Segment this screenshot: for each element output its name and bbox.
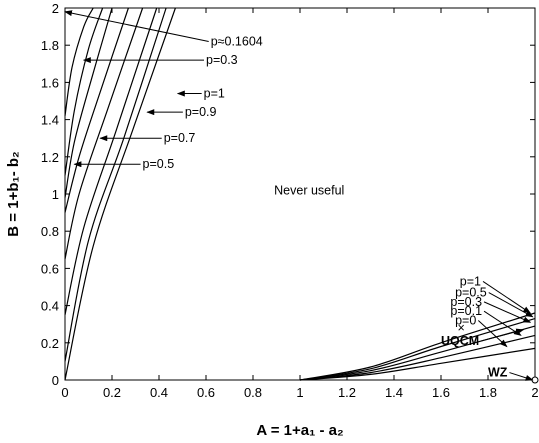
y-tick-label: 0.8 [41, 224, 59, 239]
curve-left [64, 7, 167, 362]
curve-left [64, 7, 94, 116]
curve-left [64, 7, 113, 198]
annotation-label: WZ [488, 366, 508, 380]
y-tick-label: 1.6 [41, 75, 59, 90]
annotation-label: p=0.7 [164, 131, 196, 145]
x-tick-label: 0.4 [150, 385, 168, 400]
annotation-label: p=0.3 [450, 295, 482, 309]
y-axis-label: B = 1+b₁- b₂ [5, 151, 22, 236]
y-tick-label: 0 [52, 373, 59, 388]
axis-ticks: 0 0.2 0.4 0.6 0.8 1 1.2 1.4 1.6 1.8 2 0 0.2 0.4 0.6 0.8… [41, 1, 539, 400]
wz-point [531, 376, 539, 384]
annotation-label: p=0.9 [185, 105, 217, 119]
x-tick-label: 1.8 [479, 385, 497, 400]
x-tick-label: 1.6 [432, 385, 450, 400]
annotations: p≈0.1604 p=0.3 p=1 p=0.9 p=0.7 p=0.5 Never use… [64, 10, 534, 381]
annotation-arrow [483, 301, 532, 323]
curves [64, 7, 539, 384]
curve-right [299, 318, 536, 381]
curve-left [64, 7, 158, 316]
x-tick-label: 0 [61, 385, 68, 400]
annotation-arrow [481, 328, 525, 342]
x-tick-label: 1.2 [338, 385, 356, 400]
annotation-label: UQCM [441, 334, 479, 348]
annotation-label: p=0.3 [206, 53, 238, 67]
annotation-label: p=0 [455, 313, 476, 327]
x-tick-label: 1.4 [385, 385, 403, 400]
annotation-label: p≈0.1604 [211, 34, 263, 48]
x-tick-label: 1 [296, 385, 303, 400]
x-tick-label: 0.2 [103, 385, 121, 400]
curve-left [64, 7, 176, 381]
curve-left [64, 7, 104, 176]
curve-left [64, 7, 144, 260]
annotation-label: p=0.5 [455, 286, 487, 300]
curve-right [299, 334, 536, 381]
annotation-label: Never useful [274, 183, 344, 197]
annotation-label: × [457, 321, 464, 335]
annotation-arrow [477, 320, 508, 348]
annotation-arrow [509, 372, 534, 381]
x-tick-label: 0.6 [197, 385, 215, 400]
x-axis-label: A = 1+a₁ - a₂ [256, 422, 343, 439]
x-tick-label: 2 [531, 385, 538, 400]
y-tick-label: 2 [52, 1, 59, 16]
curve-right [299, 347, 536, 381]
y-tick-label: 0.2 [41, 336, 59, 351]
annotation-arrow [483, 310, 522, 336]
annotation-label: p=0.1 [450, 304, 482, 318]
y-tick-label: 1 [52, 187, 59, 202]
y-tick-label: 0.4 [41, 299, 59, 314]
y-tick-label: 0.6 [41, 261, 59, 276]
y-tick-label: 1.8 [41, 38, 59, 53]
annotation-arrow [64, 10, 209, 42]
annotation-arrow [482, 281, 532, 314]
annotation-label: p=1 [460, 274, 481, 288]
x-tick-label: 0.8 [244, 385, 262, 400]
annotation-label: p=1 [204, 87, 225, 101]
annotation-label: p=0.5 [143, 157, 175, 171]
y-tick-label: 1.2 [41, 150, 59, 165]
annotation-arrow [488, 292, 534, 318]
curve-right [299, 312, 536, 381]
curve-left [64, 7, 129, 213]
y-tick-label: 1.4 [41, 113, 59, 128]
